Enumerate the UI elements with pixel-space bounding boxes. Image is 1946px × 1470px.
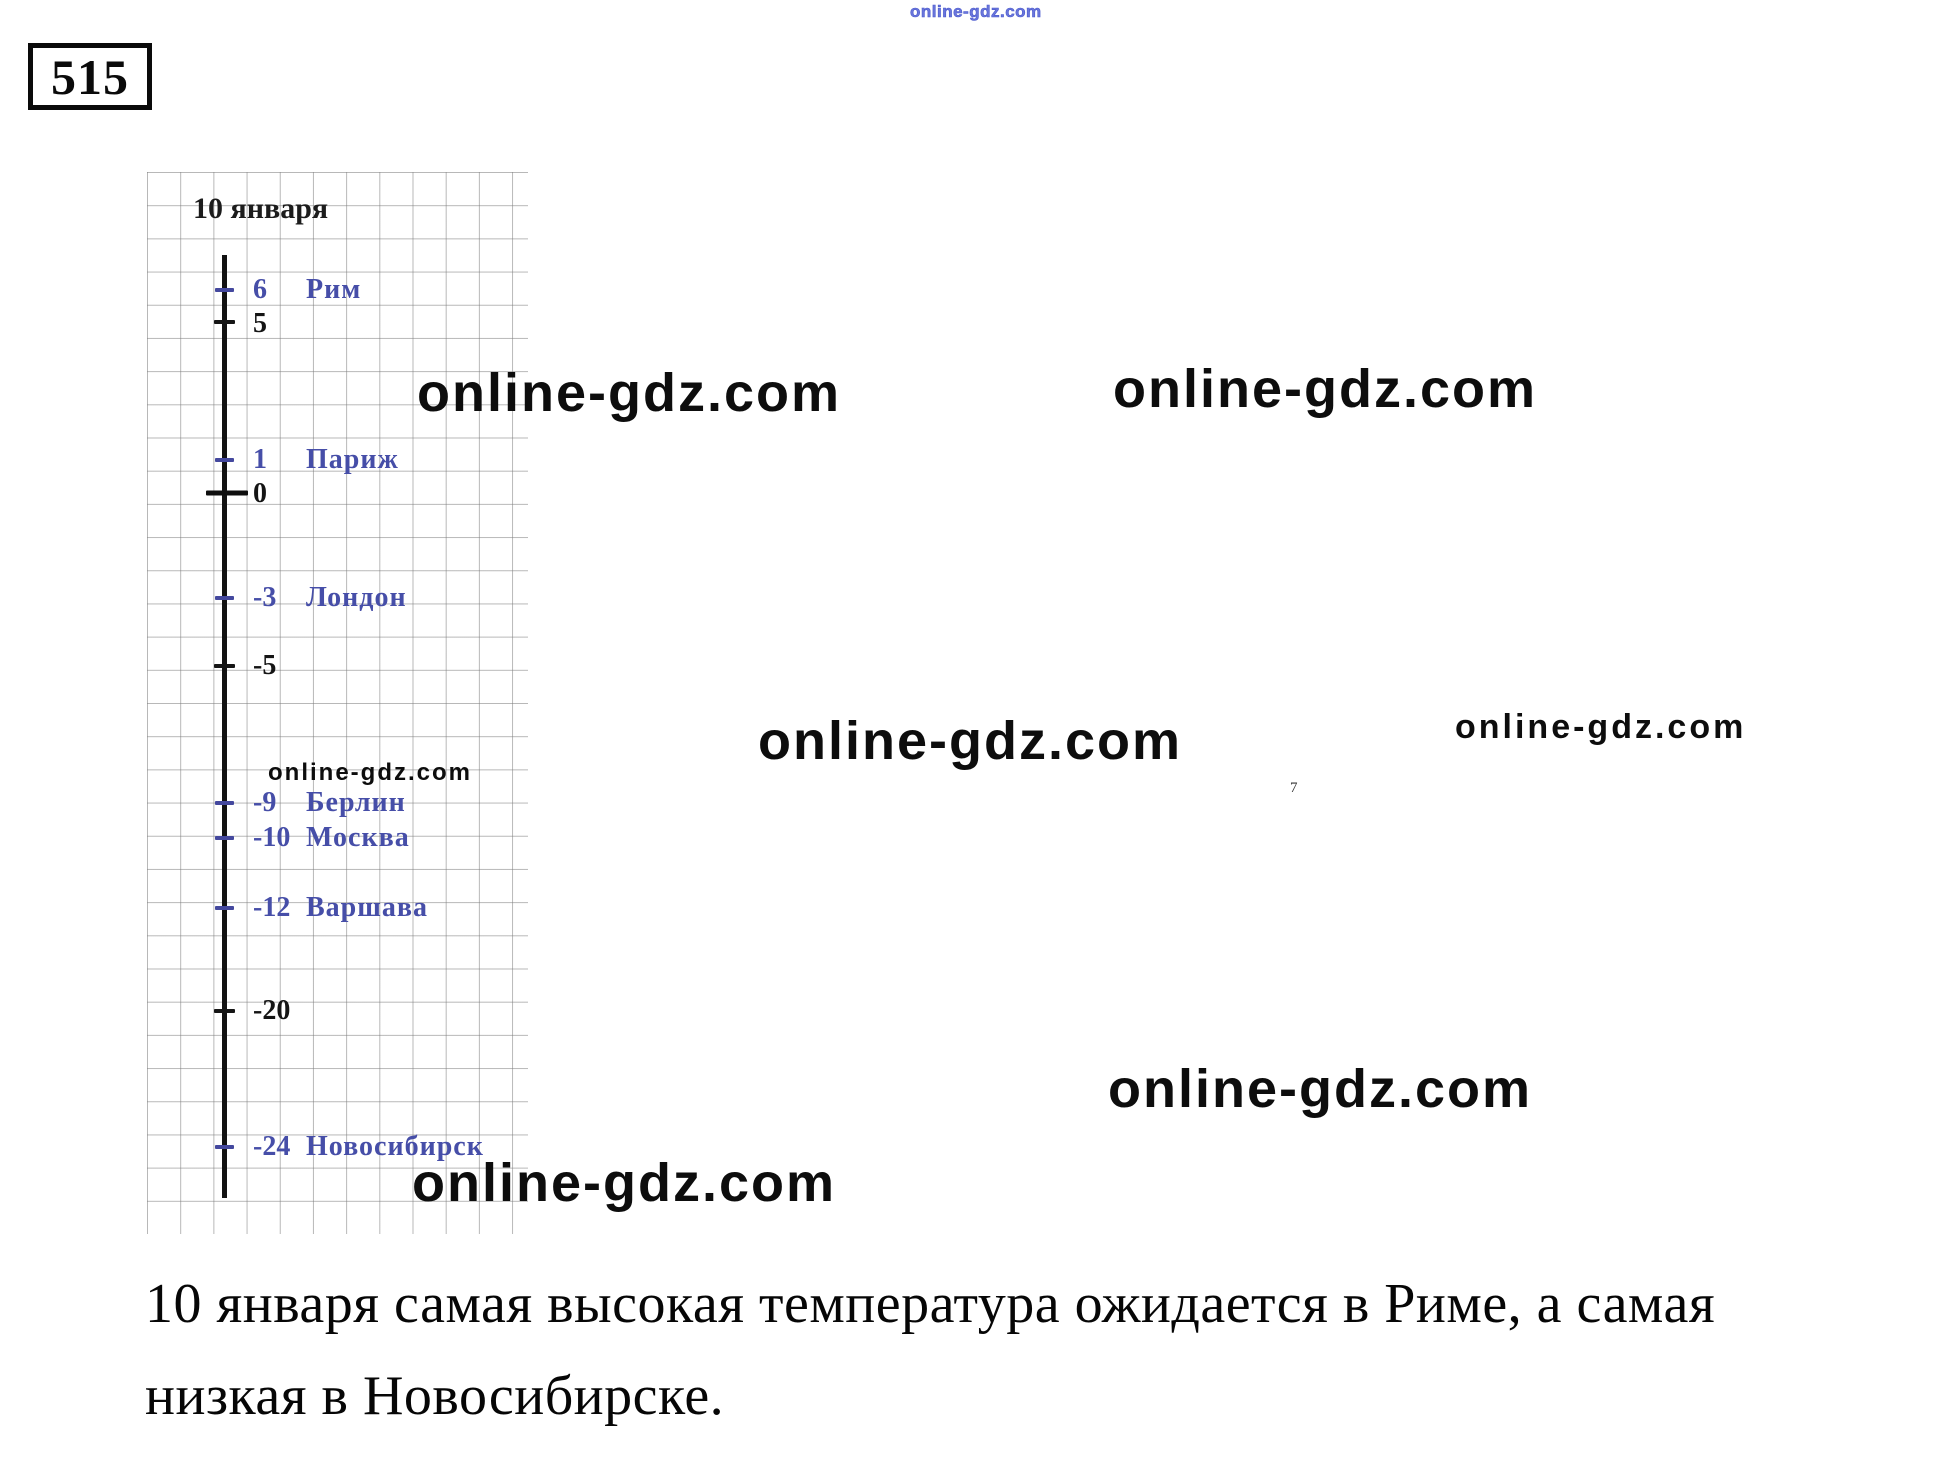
scale-label-neg20: -20 [253, 995, 291, 1026]
tick-scale-neg20 [214, 1009, 235, 1013]
city-label-london: Лондон [306, 582, 407, 613]
scale-label-5: 5 [253, 308, 267, 339]
tick-paris [215, 458, 234, 462]
watermark-top-center: online-gdz.com [910, 2, 1042, 21]
watermark-middle: online-gdz.com [758, 711, 1182, 771]
city-label-berlin: Берлин [306, 787, 406, 818]
graph-paper-grid [147, 172, 528, 1234]
tick-warsaw [215, 906, 234, 910]
answer-text-line2: низкая в Новосибирске. [145, 1365, 725, 1427]
watermark-upper-right: online-gdz.com [1113, 359, 1537, 419]
scale-label-neg5: -5 [253, 650, 277, 681]
problem-number-box: 515 [28, 43, 152, 110]
temp-value-warsaw: -12 [253, 892, 291, 923]
number-line-axis [222, 255, 227, 1198]
figure-title: 10 января [193, 192, 329, 225]
temp-value-moscow: -10 [253, 822, 291, 853]
tick-scale-neg5 [214, 664, 235, 668]
watermark-on-grid: online-gdz.com [268, 759, 472, 786]
tick-moscow [215, 836, 234, 840]
scale-label-0: 0 [253, 478, 267, 509]
temp-value-paris: 1 [253, 444, 267, 475]
temp-value-berlin: -9 [253, 787, 277, 818]
city-label-moscow: Москва [306, 822, 410, 853]
city-label-rome: Рим [306, 274, 362, 305]
tick-berlin [215, 801, 234, 805]
city-label-paris: Париж [306, 444, 399, 475]
tick-rome [215, 288, 234, 292]
city-label-novosibirsk: Новосибирск [306, 1131, 484, 1162]
watermark-middle-right: online-gdz.com [1455, 708, 1747, 746]
city-label-warsaw: Варшава [306, 892, 429, 923]
answer-text-line1: 10 января самая высокая температура ожид… [145, 1273, 1716, 1335]
problem-number: 515 [51, 48, 129, 105]
tick-london [215, 596, 234, 600]
temp-value-london: -3 [253, 582, 277, 613]
tick-novosibirsk [215, 1145, 234, 1149]
scan-artifact-mark: 7 [1290, 780, 1298, 796]
tick-scale-5 [214, 320, 235, 324]
tick-scale-0 [206, 490, 248, 496]
temp-value-rome: 6 [253, 274, 267, 305]
temp-value-novosibirsk: -24 [253, 1131, 291, 1162]
watermark-upper-left: online-gdz.com [417, 363, 841, 423]
watermark-lower-left: online-gdz.com [412, 1153, 836, 1213]
watermark-lower-right: online-gdz.com [1108, 1059, 1532, 1119]
